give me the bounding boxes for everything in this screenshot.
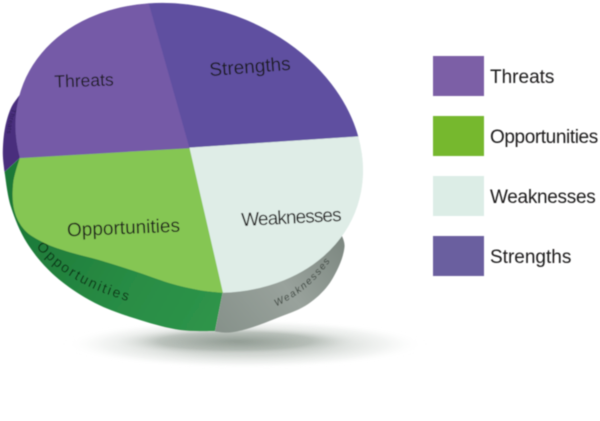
svg-text:Threats: Threats [54,69,114,91]
svg-text:Weaknesses: Weaknesses [490,187,595,208]
svg-text:Weaknesses: Weaknesses [241,205,342,231]
svg-text:Strengths: Strengths [490,247,571,268]
svg-text:Threats: Threats [490,67,554,88]
svg-text:Threats: Threats [5,108,17,135]
svg-text:Opportunities: Opportunities [490,127,598,148]
svg-text:Opportunities: Opportunities [67,216,181,242]
